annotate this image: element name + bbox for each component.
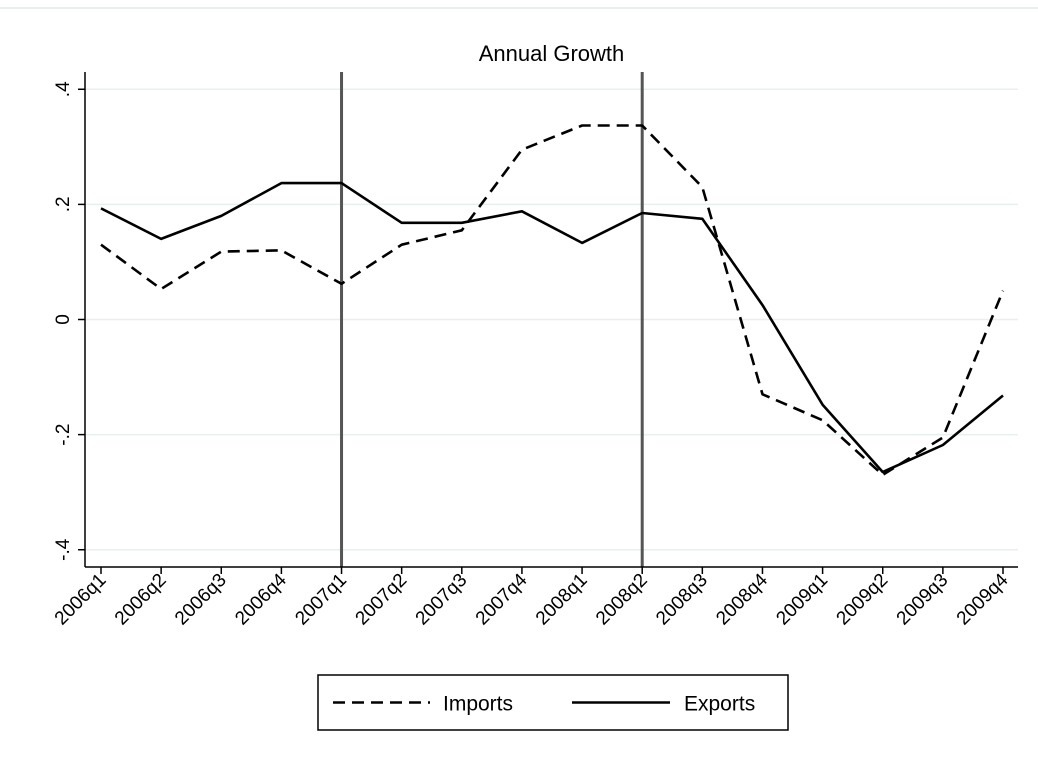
chart-title: Annual Growth [479, 41, 625, 66]
x-tick-label: 2006q3 [171, 570, 231, 630]
x-tick-label: 2006q1 [51, 570, 111, 630]
y-tick-label: .4 [53, 81, 74, 97]
reference-lines [340, 72, 644, 567]
x-tick-label: 2008q3 [652, 570, 712, 630]
x-tick-label: 2007q3 [412, 570, 472, 630]
gridlines [0, 7, 1038, 551]
y-tick-label: -.4 [53, 538, 74, 561]
x-tick-label: 2007q2 [352, 570, 412, 630]
x-tick-label: 2006q4 [231, 569, 291, 629]
legend-label-exports: Exports [684, 693, 755, 716]
x-tick-label: 2007q1 [291, 570, 351, 630]
series-line-imports [100, 124, 1005, 477]
legend-label-imports: Imports [443, 693, 513, 716]
y-tick-label: .2 [53, 196, 74, 212]
x-tick-label: 2008q2 [592, 570, 652, 630]
series [100, 124, 1005, 477]
x-tick-label: 2008q4 [712, 569, 772, 629]
x-tick-label: 2009q4 [953, 569, 1013, 629]
x-tick-label: 2009q2 [833, 570, 893, 630]
x-tick-label: 2007q4 [472, 569, 532, 629]
x-tick-label: 2006q2 [111, 570, 171, 630]
y-tick-label: -.2 [53, 424, 74, 446]
legend: Imports Exports [317, 674, 789, 731]
x-tick-label: 2009q3 [893, 570, 953, 630]
series-line-exports [100, 181, 1004, 474]
x-tick-label: 2009q1 [772, 570, 832, 630]
x-tick-label: 2008q1 [532, 570, 592, 630]
y-tick-label: 0 [53, 314, 74, 325]
